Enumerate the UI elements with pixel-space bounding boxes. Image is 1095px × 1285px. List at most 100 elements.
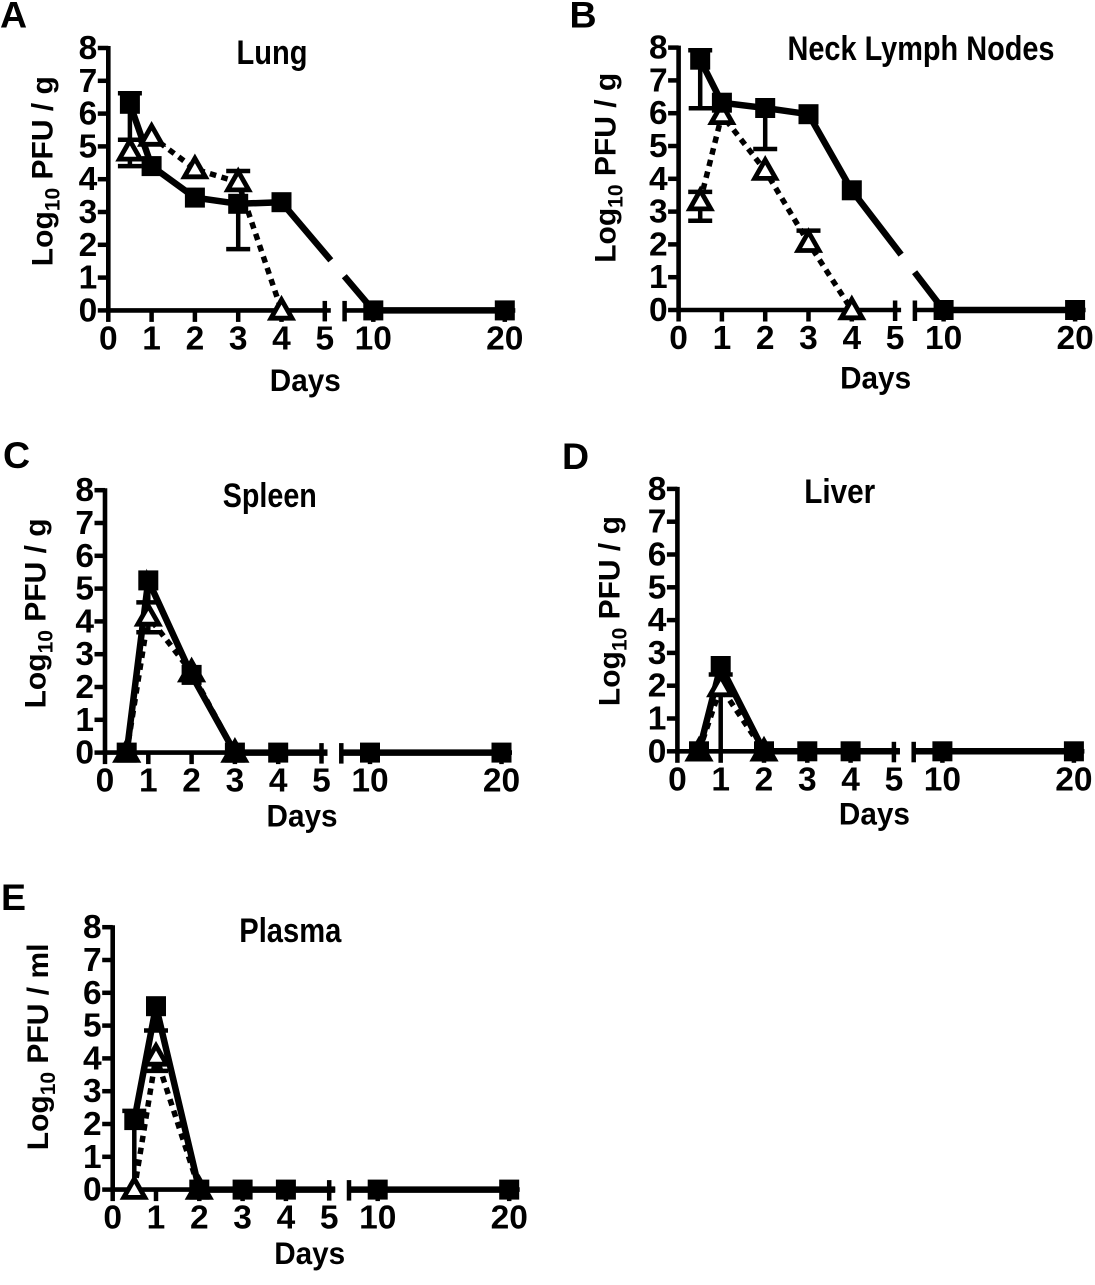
svg-text:A: A (0, 0, 27, 36)
svg-text:3: 3 (75, 636, 94, 673)
svg-text:Log10 PFU / g: Log10 PFU / g (590, 73, 628, 263)
svg-text:20: 20 (1056, 320, 1093, 357)
svg-text:2: 2 (648, 668, 667, 705)
svg-text:8: 8 (75, 472, 94, 509)
svg-text:8: 8 (83, 909, 102, 946)
svg-text:0: 0 (649, 292, 668, 329)
svg-text:Log10 PFU / g: Log10 PFU / g (20, 518, 58, 708)
svg-text:0: 0 (75, 735, 94, 772)
svg-text:0: 0 (79, 292, 98, 329)
svg-text:3: 3 (226, 763, 245, 800)
svg-text:Log10 PFU / ml: Log10 PFU / ml (22, 944, 60, 1151)
svg-text:1: 1 (83, 1139, 102, 1176)
svg-text:5: 5 (648, 569, 667, 606)
svg-text:0: 0 (669, 320, 688, 357)
svg-text:1: 1 (142, 320, 161, 357)
svg-text:5: 5 (83, 1008, 102, 1045)
svg-text:6: 6 (79, 96, 98, 133)
svg-text:10: 10 (351, 763, 388, 800)
svg-text:1: 1 (139, 763, 158, 800)
svg-text:7: 7 (649, 62, 668, 99)
svg-text:3: 3 (83, 1073, 102, 1110)
svg-text:4: 4 (842, 320, 861, 357)
svg-text:20: 20 (491, 1200, 528, 1237)
svg-text:Lung: Lung (237, 34, 308, 72)
svg-text:1: 1 (648, 701, 667, 738)
svg-text:Days: Days (274, 1235, 345, 1271)
svg-text:4: 4 (75, 603, 94, 640)
svg-text:1: 1 (713, 320, 732, 357)
svg-text:3: 3 (799, 320, 818, 357)
svg-text:4: 4 (277, 1200, 296, 1237)
svg-text:10: 10 (924, 761, 961, 798)
svg-text:0: 0 (103, 1200, 122, 1237)
svg-text:Plasma: Plasma (239, 912, 342, 950)
svg-text:7: 7 (79, 63, 98, 100)
svg-text:10: 10 (359, 1200, 396, 1237)
svg-text:1: 1 (75, 702, 94, 739)
svg-text:10: 10 (355, 320, 392, 357)
svg-text:3: 3 (233, 1200, 252, 1237)
svg-text:5: 5 (320, 1200, 339, 1237)
svg-text:2: 2 (182, 763, 201, 800)
svg-text:2: 2 (75, 669, 94, 706)
svg-text:8: 8 (648, 471, 667, 508)
svg-text:2: 2 (756, 320, 775, 357)
svg-text:C: C (3, 434, 30, 476)
svg-text:6: 6 (75, 538, 94, 575)
svg-text:0: 0 (96, 763, 115, 800)
svg-text:3: 3 (798, 761, 817, 798)
svg-text:6: 6 (648, 537, 667, 574)
svg-text:2: 2 (186, 320, 205, 357)
svg-text:1: 1 (649, 259, 668, 296)
svg-text:Days: Days (270, 362, 341, 398)
svg-text:B: B (570, 0, 597, 36)
svg-text:3: 3 (229, 320, 248, 357)
svg-text:4: 4 (83, 1040, 102, 1077)
svg-text:4: 4 (79, 161, 98, 198)
svg-text:5: 5 (312, 763, 331, 800)
svg-text:5: 5 (79, 128, 98, 165)
svg-text:3: 3 (648, 635, 667, 672)
svg-text:4: 4 (649, 161, 668, 198)
svg-text:6: 6 (649, 95, 668, 132)
svg-text:4: 4 (272, 320, 291, 357)
svg-text:6: 6 (83, 975, 102, 1012)
svg-text:Days: Days (840, 359, 911, 395)
svg-text:Days: Days (839, 795, 910, 831)
svg-text:5: 5 (315, 320, 334, 357)
svg-text:D: D (562, 435, 589, 477)
svg-text:8: 8 (79, 30, 98, 67)
svg-text:0: 0 (99, 320, 118, 357)
svg-text:3: 3 (649, 194, 668, 231)
svg-text:E: E (1, 876, 26, 918)
svg-text:20: 20 (486, 320, 523, 357)
svg-text:0: 0 (648, 733, 667, 770)
svg-text:4: 4 (648, 602, 667, 639)
svg-text:5: 5 (649, 128, 668, 165)
svg-text:3: 3 (79, 194, 98, 231)
svg-text:0: 0 (83, 1172, 102, 1209)
svg-text:Liver: Liver (804, 473, 875, 511)
svg-text:Spleen: Spleen (223, 477, 317, 515)
svg-text:20: 20 (1055, 761, 1092, 798)
svg-text:2: 2 (79, 227, 98, 264)
svg-text:2: 2 (755, 761, 774, 798)
svg-text:10: 10 (925, 320, 962, 357)
svg-text:1: 1 (147, 1200, 166, 1237)
svg-text:1: 1 (711, 761, 730, 798)
svg-text:Log10 PFU / g: Log10 PFU / g (593, 516, 631, 706)
svg-text:1: 1 (79, 260, 98, 297)
svg-text:2: 2 (649, 226, 668, 263)
svg-text:7: 7 (648, 504, 667, 541)
svg-text:Log10 PFU / g: Log10 PFU / g (26, 76, 64, 266)
svg-text:Days: Days (267, 798, 338, 834)
svg-text:Neck Lymph Nodes: Neck Lymph Nodes (788, 30, 1055, 68)
svg-text:5: 5 (75, 571, 94, 608)
svg-text:0: 0 (668, 761, 687, 798)
svg-text:20: 20 (483, 763, 520, 800)
svg-text:5: 5 (886, 320, 905, 357)
svg-text:8: 8 (649, 30, 668, 67)
svg-text:7: 7 (83, 942, 102, 979)
svg-text:4: 4 (841, 761, 860, 798)
